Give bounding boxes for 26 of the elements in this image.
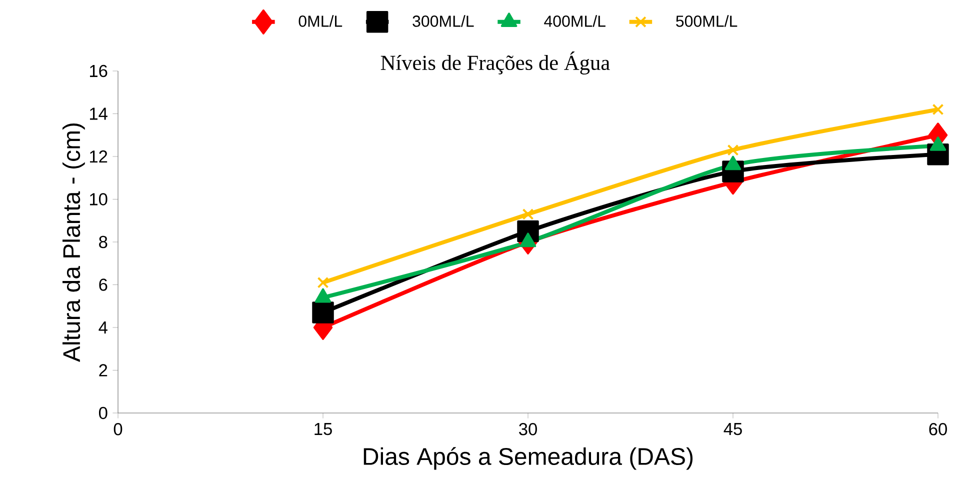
y-tick-label: 14: [90, 108, 108, 120]
y-tick-label: 6: [99, 278, 108, 291]
x-tick-label: 30: [519, 423, 537, 436]
y-axis-title: Altura da Planta - (cm): [62, 123, 85, 362]
point: [312, 302, 334, 324]
x-tick-label: 0: [114, 423, 122, 436]
point: [522, 208, 534, 220]
chart-title: Níveis de Frações de Água: [380, 52, 610, 74]
y-tick-label: 10: [90, 193, 108, 206]
y-tick-label: 16: [90, 64, 108, 78]
legend-label: 300ML/L: [412, 15, 474, 27]
legend-label: 500ML/L: [676, 15, 738, 27]
legend-label: 0ML/L: [298, 15, 342, 27]
x-tick-label: 60: [929, 423, 947, 436]
y-tick-label: 4: [98, 322, 108, 334]
x-tick-label: 45: [724, 423, 742, 436]
point: [317, 276, 329, 288]
y-tick-label: 2: [99, 364, 108, 376]
y-tick-label: 12: [90, 150, 108, 163]
y-tick-label: 8: [99, 236, 108, 248]
y-tick-label: 0: [98, 406, 108, 420]
point: [932, 104, 944, 116]
x-axis-title: Dias Após a Semeadura (DAS): [364, 447, 693, 470]
legend-label: 400ML/L: [544, 15, 606, 27]
x-tick-label: 15: [314, 423, 332, 436]
point: [727, 144, 739, 156]
